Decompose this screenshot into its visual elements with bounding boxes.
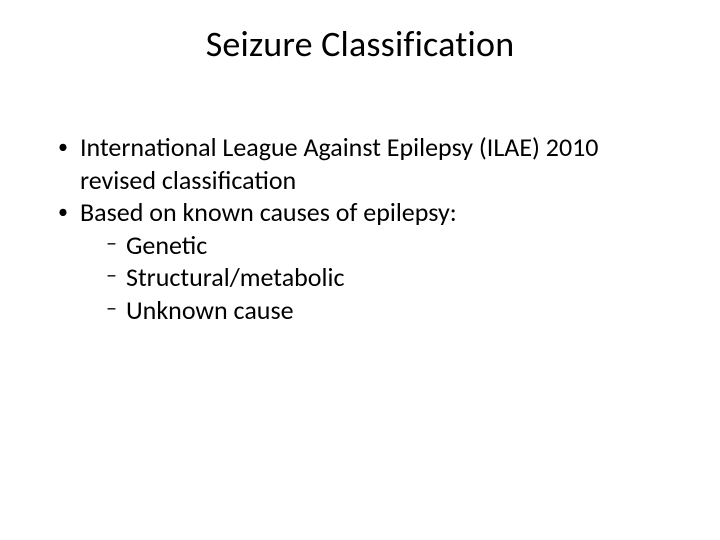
sub-bullet-text: Genetic	[126, 229, 680, 262]
dash-marker: –	[106, 261, 126, 289]
sub-bullet-item: – Unknown cause	[58, 294, 680, 327]
sub-bullet-item: – Genetic	[58, 229, 680, 262]
sub-bullet-text: Structural/metabolic	[126, 261, 680, 294]
slide-title: Seizure Classification	[40, 22, 680, 66]
dash-marker: –	[106, 229, 126, 257]
bullet-marker: •	[58, 196, 80, 225]
sub-bullet-text: Unknown cause	[126, 294, 680, 327]
bullet-marker: •	[58, 131, 80, 160]
bullet-text: Based on known causes of epilepsy:	[80, 196, 680, 229]
bullet-item: • International League Against Epilepsy …	[58, 131, 680, 196]
bullet-text: International League Against Epilepsy (I…	[80, 131, 680, 196]
slide-content: • International League Against Epilepsy …	[40, 131, 680, 326]
sub-bullet-item: – Structural/metabolic	[58, 261, 680, 294]
slide-container: Seizure Classification • International L…	[0, 0, 720, 540]
bullet-item: • Based on known causes of epilepsy:	[58, 196, 680, 229]
dash-marker: –	[106, 294, 126, 322]
